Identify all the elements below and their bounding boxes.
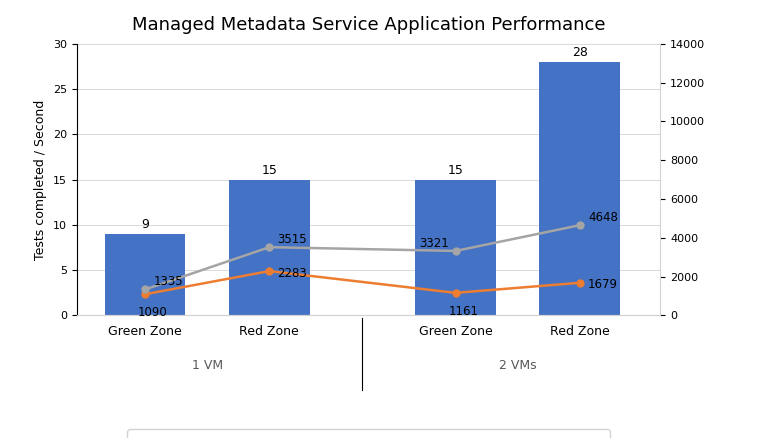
Text: 2283: 2283 bbox=[277, 267, 307, 279]
Text: 3515: 3515 bbox=[277, 233, 307, 246]
Legend: Tests /
Second, 95th %ile
Read Response Time, 95th %ile
Write Response Time: Tests / Second, 95th %ile Read Response … bbox=[127, 430, 610, 438]
Text: 15: 15 bbox=[261, 164, 277, 177]
Bar bbox=[229, 180, 310, 315]
Text: 4648: 4648 bbox=[588, 211, 618, 224]
Title: Managed Metadata Service Application Performance: Managed Metadata Service Application Per… bbox=[132, 16, 605, 34]
Bar bbox=[104, 234, 185, 315]
Text: 1161: 1161 bbox=[449, 305, 478, 318]
Text: 1090: 1090 bbox=[138, 307, 168, 319]
Text: 1335: 1335 bbox=[154, 276, 183, 288]
Text: 3321: 3321 bbox=[419, 237, 449, 250]
Text: 2 VMs: 2 VMs bbox=[499, 359, 537, 372]
Y-axis label: Tests completed / Second: Tests completed / Second bbox=[35, 99, 48, 260]
Text: 28: 28 bbox=[572, 46, 588, 59]
Text: 1679: 1679 bbox=[588, 278, 618, 291]
Text: 9: 9 bbox=[141, 218, 149, 231]
Text: 1 VM: 1 VM bbox=[192, 359, 223, 372]
Bar bbox=[415, 180, 496, 315]
Text: 15: 15 bbox=[448, 164, 464, 177]
Bar bbox=[539, 62, 620, 315]
